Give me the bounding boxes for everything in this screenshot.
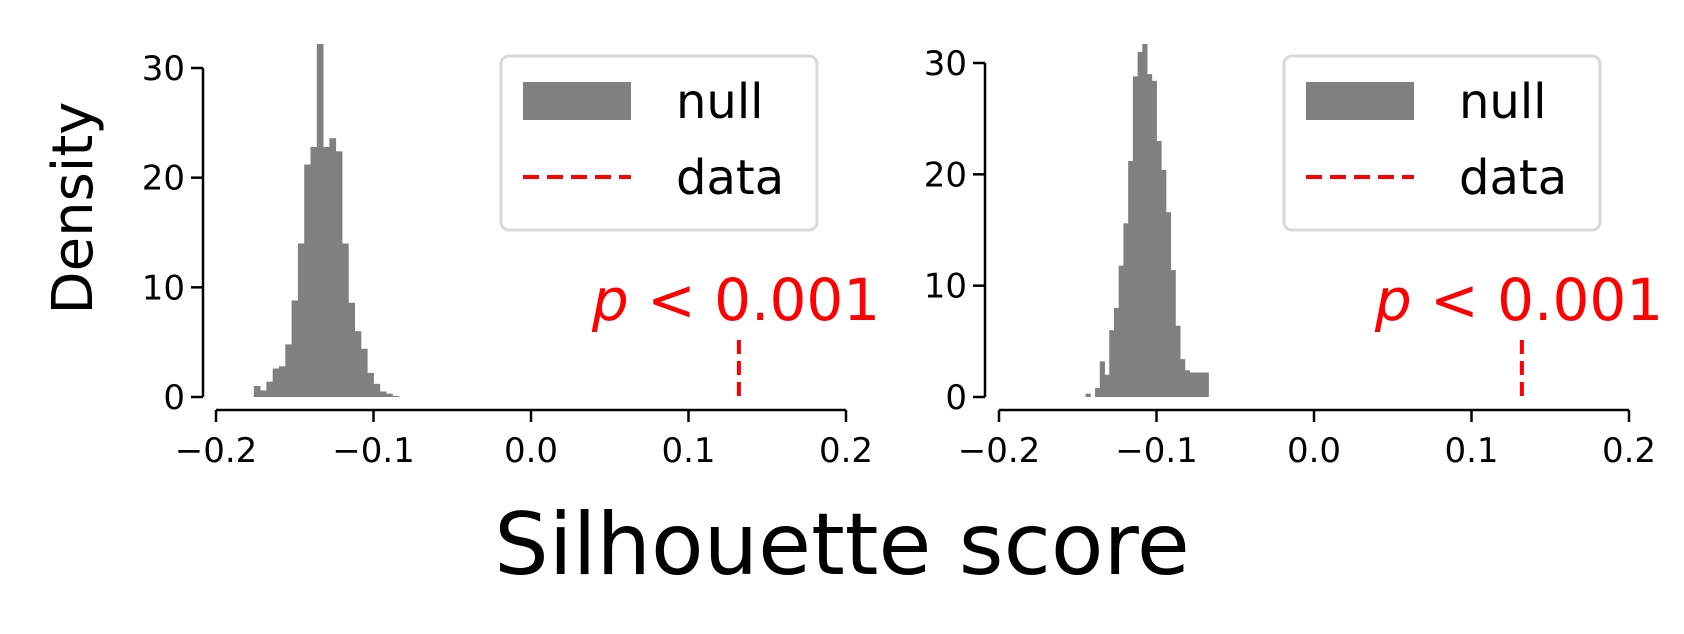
histogram-bar <box>1147 74 1153 397</box>
histogram-bar <box>279 366 286 397</box>
histogram-bar <box>1161 169 1167 397</box>
histogram-bar <box>1203 372 1209 397</box>
x-tick-label: 0.1 <box>1444 431 1498 471</box>
legend-swatch-null <box>1306 82 1414 120</box>
histogram-bar <box>323 146 330 397</box>
legend-swatch-null <box>523 82 631 120</box>
legend-label-data: data <box>1459 150 1567 206</box>
histogram-bar <box>335 151 343 397</box>
histogram-bar <box>1137 51 1143 398</box>
histogram-bar <box>1184 370 1190 397</box>
histogram-bar <box>1180 359 1186 397</box>
histogram-bar <box>291 300 299 397</box>
histogram-bar <box>1099 361 1105 397</box>
histogram-bar <box>348 302 355 397</box>
histogram-panel-left: 0 10 20 30 −0.2 −0.1 0.0 0.1 0.2 p < 0.001 null dat… <box>142 44 880 471</box>
x-axis-label: Silhouette score <box>494 495 1190 595</box>
histogram-bar <box>1151 80 1157 397</box>
y-tick-label: 30 <box>142 49 185 89</box>
histogram-bar <box>310 146 318 397</box>
histogram-bar <box>373 383 381 397</box>
y-tick-label: 20 <box>924 155 967 195</box>
histogram-bar <box>316 44 324 397</box>
histogram-bar <box>1175 325 1181 397</box>
histogram-bar <box>386 393 393 397</box>
histogram-bar <box>260 390 267 397</box>
histogram-bar <box>1128 160 1134 397</box>
histogram-bar <box>1109 330 1115 397</box>
histogram-bar <box>1170 270 1176 397</box>
x-tick-label: 0.0 <box>504 431 558 471</box>
histogram-bar <box>1156 140 1162 397</box>
y-tick-label: 0 <box>945 378 967 418</box>
x-tick-label: −0.1 <box>1115 431 1198 471</box>
x-tick-label: −0.2 <box>958 431 1041 471</box>
histogram-panel-right: 0 10 20 30 −0.2 −0.1 0.0 0.1 0.2 p < 0.001 null dat… <box>924 44 1663 471</box>
histogram-bar <box>342 243 349 397</box>
x-tick-label: 0.1 <box>661 431 715 471</box>
histogram-bar <box>1095 388 1101 397</box>
histogram-bar <box>1194 372 1200 397</box>
histogram-bar <box>266 381 274 397</box>
p-value-annotation: p < 0.001 <box>591 266 880 334</box>
histogram-bar <box>253 386 261 397</box>
x-tick-label: −0.2 <box>175 431 258 471</box>
y-tick-label: 20 <box>142 159 185 199</box>
histogram-bar <box>297 243 305 397</box>
x-tick-label: 0.2 <box>819 431 873 471</box>
histogram-bar <box>1123 223 1129 397</box>
x-tick-label: 0.0 <box>1287 431 1341 471</box>
histogram-bar <box>285 344 292 397</box>
histogram-bar <box>304 164 311 397</box>
histogram-bar <box>354 331 362 397</box>
histogram-bar <box>272 368 280 397</box>
histogram-bar <box>367 372 374 397</box>
y-tick-label: 10 <box>924 267 967 307</box>
histogram-bar <box>1132 76 1138 398</box>
legend-label-data: data <box>676 150 784 206</box>
x-tick-label: −0.1 <box>332 431 415 471</box>
histogram-bar <box>1189 372 1195 397</box>
histogram-bar <box>1199 372 1205 397</box>
y-tick-label: 30 <box>924 44 967 84</box>
histogram-bar <box>1142 44 1148 397</box>
y-axis-label: Density <box>41 102 106 315</box>
histogram-bar <box>1104 374 1110 397</box>
histogram-bar <box>392 395 400 397</box>
y-tick-label: 10 <box>142 268 185 308</box>
p-value-annotation: p < 0.001 <box>1374 266 1663 334</box>
histogram-bar <box>329 138 337 397</box>
histogram-bar <box>1165 212 1172 397</box>
legend-label-null: null <box>676 74 764 130</box>
histogram-bar <box>1085 393 1091 397</box>
x-tick-label: 0.2 <box>1602 431 1656 471</box>
histogram-bar <box>1113 307 1120 397</box>
histogram-bar <box>379 391 387 397</box>
legend-label-null: null <box>1459 74 1547 130</box>
histogram-bar <box>1118 265 1124 397</box>
y-tick-label: 0 <box>163 378 185 418</box>
histogram-bar <box>360 348 368 397</box>
